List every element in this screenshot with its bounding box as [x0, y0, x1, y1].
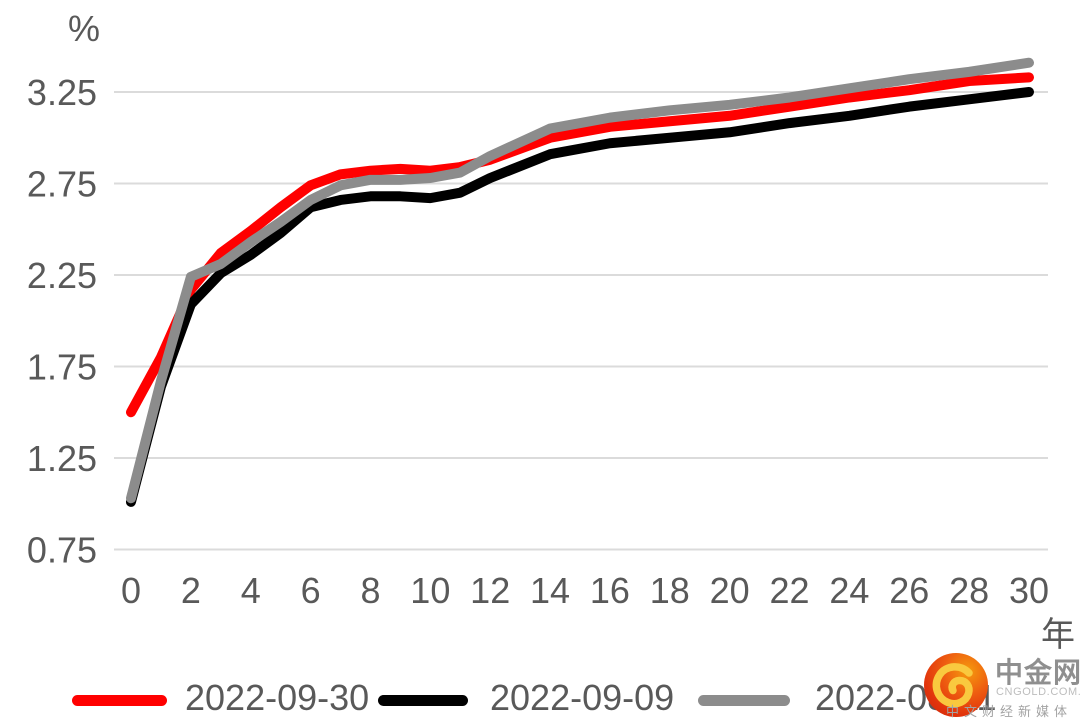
x-tick-label: 18 — [650, 570, 690, 611]
legend-swatch-2022-09-30 — [72, 695, 167, 706]
x-tick-label: 14 — [530, 570, 570, 611]
x-tick-label: 24 — [829, 570, 869, 611]
legend-swatch-2022-08-11 — [698, 695, 790, 706]
x-tick-label: 22 — [770, 570, 810, 611]
gold-swirl-icon — [932, 663, 973, 708]
x-tick-label: 6 — [301, 570, 321, 611]
series-line-2022-08-11 — [126, 57, 1034, 504]
x-tick-label: 0 — [121, 570, 141, 611]
x-tick-label: 20 — [710, 570, 750, 611]
x-axis-unit-label: 年 — [1041, 616, 1075, 654]
cngold-logo: 中金网 CNGOLD.COM.CN 中文财经新媒体 — [922, 650, 1080, 724]
y-tick-label: 2.75 — [27, 164, 97, 205]
y-tick-label: 2.25 — [27, 255, 97, 296]
legend-swatch-2022-09-09 — [378, 695, 468, 706]
legend-label-2022-09-09: 2022-09-09 — [490, 677, 675, 718]
cngold-domain-text: CNGOLD.COM.CN — [996, 686, 1080, 698]
cngold-brand-text: 中金网 — [995, 657, 1080, 688]
x-tick-label: 28 — [949, 570, 989, 611]
series-line-2022-09-30 — [126, 72, 1034, 418]
y-tick-label: 0.75 — [27, 530, 97, 571]
series-line-2022-09-09 — [126, 87, 1034, 507]
y-tick-label: 1.25 — [27, 438, 97, 479]
legend-label-2022-09-30: 2022-09-30 — [185, 677, 370, 718]
x-tick-label: 12 — [470, 570, 510, 611]
cngold-tagline-text: 中文财经新媒体 — [946, 704, 1073, 719]
x-tick-label: 4 — [241, 570, 261, 611]
x-tick-label: 2 — [181, 570, 201, 611]
x-tick-label: 10 — [410, 570, 450, 611]
x-tick-label: 16 — [590, 570, 630, 611]
x-tick-label: 8 — [360, 570, 380, 611]
y-axis-unit-label: % — [68, 8, 100, 49]
y-tick-label: 3.25 — [27, 72, 97, 113]
x-tick-label: 30 — [1009, 570, 1049, 611]
y-tick-label: 1.75 — [27, 347, 97, 388]
x-tick-label: 26 — [889, 570, 929, 611]
